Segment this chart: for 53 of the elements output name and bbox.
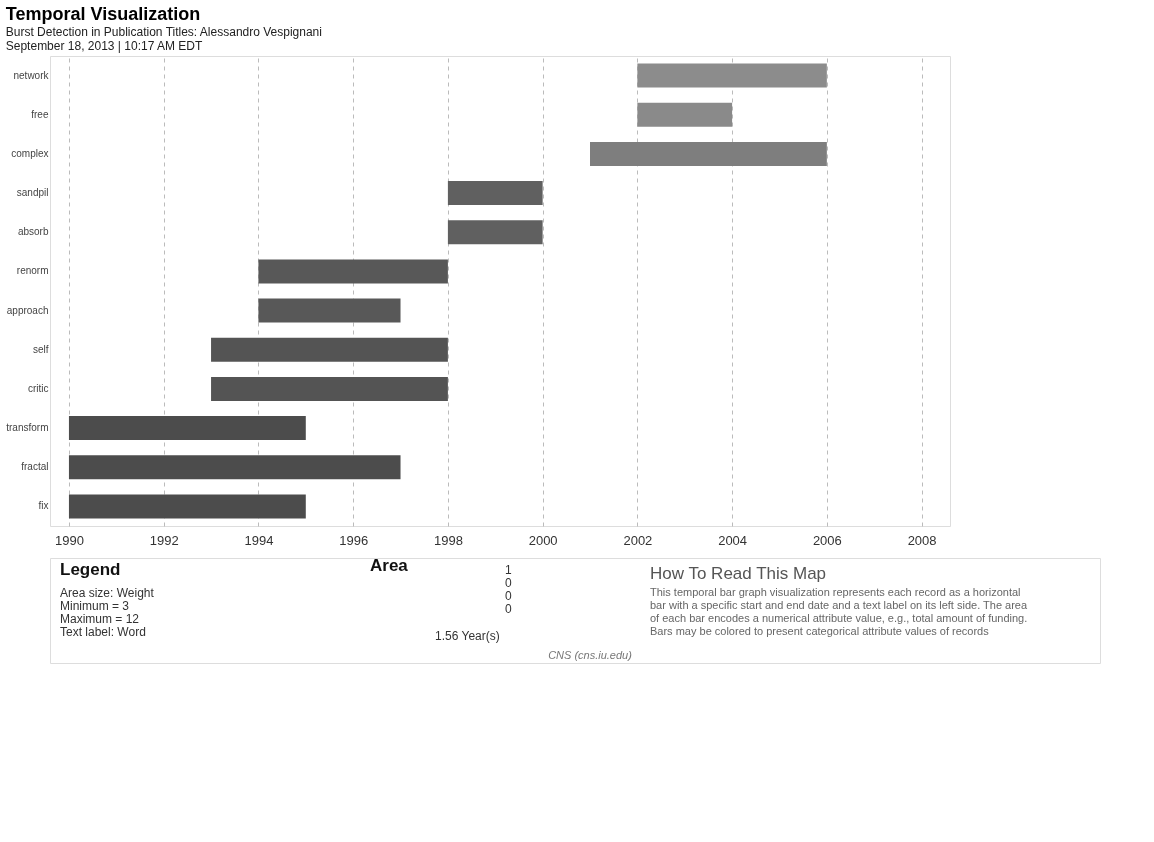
x-tick-label: 2004 bbox=[718, 532, 748, 548]
y-tick-label: network bbox=[13, 69, 50, 81]
y-tick-label: fractal bbox=[21, 461, 49, 473]
bar bbox=[211, 376, 448, 401]
text: This temporal bar graph visualization represents each record as a horizontal bbox=[650, 586, 1021, 598]
bar bbox=[258, 259, 448, 284]
y-tick-label: self bbox=[32, 343, 49, 355]
y-tick-label: transform bbox=[6, 422, 49, 434]
text: Bars may be colored to present categorical attribute values of records bbox=[650, 625, 990, 637]
x-tick-label: 1996 bbox=[339, 532, 369, 548]
y-tick-label: free bbox=[31, 108, 49, 120]
chart-subtitle: Burst Detection in Publication Titles: Alessandro Vespignani September 18, 2013 | 10:17 AM EDT bbox=[5, 25, 322, 53]
text: 0 bbox=[505, 576, 512, 590]
bar bbox=[447, 220, 543, 245]
bar bbox=[590, 141, 827, 166]
y-tick-label: sandpil bbox=[16, 187, 49, 199]
x-tick-label: 1994 bbox=[244, 532, 274, 548]
text: Text label: Word bbox=[60, 625, 146, 639]
y-tick-label: renorm bbox=[16, 265, 49, 277]
y-tick-label: absorb bbox=[17, 226, 49, 238]
y-tick-label: critic bbox=[27, 382, 49, 394]
x-tick-label: 1992 bbox=[149, 532, 179, 548]
text: Area size: Weight bbox=[60, 586, 155, 600]
text: 1.56 Year(s) bbox=[435, 629, 500, 643]
x-tick-label: 1990 bbox=[54, 532, 84, 548]
text: 0 bbox=[505, 602, 512, 616]
chart-title: Temporal Visualization bbox=[5, 4, 201, 24]
text: of each bar encodes a numerical attribute value, e.g., total amount of funding. bbox=[650, 612, 1028, 624]
bar bbox=[68, 455, 401, 480]
x-tick-label: 2006 bbox=[812, 532, 842, 548]
text: Maximum = 12 bbox=[60, 612, 140, 626]
x-tick-label: 2008 bbox=[907, 532, 937, 548]
bar bbox=[68, 494, 306, 519]
x-tick-label: 2002 bbox=[623, 532, 653, 548]
bar bbox=[68, 416, 306, 441]
text: Minimum = 3 bbox=[60, 599, 130, 613]
bar bbox=[637, 63, 827, 88]
bar bbox=[637, 102, 733, 127]
y-tick-label: approach bbox=[6, 304, 49, 316]
text: 1 bbox=[505, 563, 512, 577]
x-tick-label: 1998 bbox=[433, 532, 463, 548]
text: Legend bbox=[60, 560, 121, 579]
bar bbox=[211, 337, 448, 362]
x-tick-label: 2000 bbox=[528, 532, 558, 548]
y-tick-label: fix bbox=[38, 500, 49, 512]
text: bar with a specific start and end date and a text label on its left side. The area bbox=[650, 599, 1028, 611]
text: 0 bbox=[505, 589, 512, 603]
bar bbox=[258, 298, 401, 323]
bar bbox=[447, 181, 543, 206]
text: How To Read This Map bbox=[650, 564, 827, 583]
text: CNS (cns.iu.edu) bbox=[548, 649, 633, 661]
y-tick-label: complex bbox=[11, 147, 49, 159]
text: Area bbox=[370, 556, 409, 575]
